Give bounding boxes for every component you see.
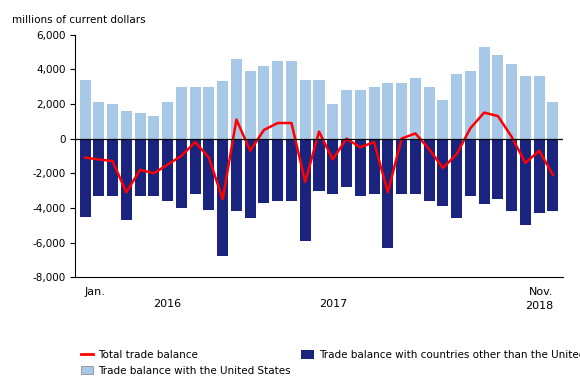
Bar bbox=[245, 71, 256, 139]
Bar bbox=[286, 139, 297, 201]
Bar bbox=[93, 102, 104, 139]
Bar bbox=[245, 139, 256, 218]
Bar bbox=[300, 80, 311, 139]
Bar bbox=[217, 139, 228, 256]
Bar bbox=[231, 139, 242, 211]
Bar bbox=[79, 80, 90, 139]
Bar bbox=[162, 139, 173, 201]
Bar bbox=[341, 139, 352, 187]
Bar bbox=[135, 139, 146, 196]
Bar bbox=[204, 139, 215, 209]
Bar bbox=[410, 78, 421, 139]
Bar bbox=[148, 139, 160, 196]
Bar bbox=[190, 87, 201, 139]
Bar bbox=[259, 139, 270, 203]
Bar bbox=[368, 87, 379, 139]
Bar bbox=[286, 60, 297, 139]
Bar bbox=[121, 139, 132, 220]
Bar bbox=[410, 139, 421, 194]
Bar bbox=[148, 116, 160, 139]
Bar bbox=[382, 83, 393, 139]
Bar bbox=[396, 83, 407, 139]
Bar bbox=[300, 139, 311, 241]
Text: Nov.: Nov. bbox=[528, 287, 553, 297]
Bar bbox=[368, 139, 379, 194]
Bar bbox=[423, 87, 434, 139]
Bar bbox=[314, 80, 324, 139]
Bar bbox=[259, 66, 270, 139]
Bar bbox=[314, 139, 324, 191]
Bar bbox=[437, 139, 448, 206]
Bar bbox=[190, 139, 201, 194]
Bar bbox=[176, 87, 187, 139]
Bar bbox=[451, 74, 462, 139]
Bar bbox=[382, 139, 393, 248]
Bar bbox=[478, 139, 490, 204]
Bar bbox=[327, 104, 338, 139]
Bar bbox=[534, 139, 545, 213]
Text: Jan.: Jan. bbox=[85, 287, 106, 297]
Text: millions of current dollars: millions of current dollars bbox=[12, 15, 146, 25]
Bar bbox=[492, 139, 503, 199]
Bar bbox=[423, 139, 434, 201]
Bar bbox=[231, 59, 242, 139]
Bar bbox=[465, 139, 476, 196]
Bar bbox=[506, 64, 517, 139]
Bar bbox=[355, 90, 366, 139]
Bar bbox=[204, 87, 215, 139]
Text: 2017: 2017 bbox=[318, 299, 347, 309]
Bar bbox=[272, 60, 283, 139]
Bar bbox=[437, 100, 448, 139]
Bar bbox=[176, 139, 187, 208]
Bar bbox=[355, 139, 366, 196]
Bar bbox=[341, 90, 352, 139]
Bar bbox=[506, 139, 517, 211]
Bar bbox=[93, 139, 104, 196]
Bar bbox=[465, 71, 476, 139]
Bar bbox=[217, 81, 228, 139]
Bar bbox=[162, 102, 173, 139]
Bar bbox=[79, 139, 90, 216]
Bar bbox=[534, 76, 545, 139]
Bar bbox=[478, 47, 490, 139]
Bar bbox=[451, 139, 462, 218]
Bar bbox=[396, 139, 407, 194]
Text: 2018: 2018 bbox=[525, 301, 553, 311]
Bar bbox=[520, 76, 531, 139]
Text: 2016: 2016 bbox=[154, 299, 182, 309]
Bar bbox=[548, 102, 559, 139]
Bar bbox=[121, 111, 132, 139]
Bar bbox=[548, 139, 559, 211]
Bar bbox=[107, 104, 118, 139]
Bar bbox=[492, 55, 503, 139]
Bar bbox=[272, 139, 283, 201]
Bar bbox=[520, 139, 531, 225]
Bar bbox=[107, 139, 118, 196]
Bar bbox=[135, 112, 146, 139]
Legend: Total trade balance, Trade balance with the United States, Trade balance with co: Total trade balance, Trade balance with … bbox=[81, 350, 580, 375]
Bar bbox=[327, 139, 338, 194]
